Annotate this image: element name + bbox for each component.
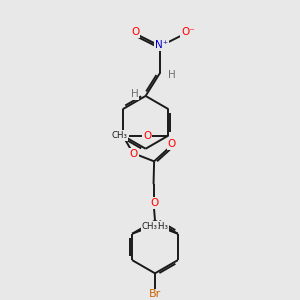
Text: O: O: [143, 130, 152, 140]
Text: N⁺: N⁺: [155, 40, 168, 50]
Text: O: O: [150, 198, 158, 208]
Text: Br: Br: [149, 290, 161, 299]
Text: CH₃: CH₃: [153, 222, 169, 231]
Text: H: H: [167, 70, 175, 80]
Text: O: O: [131, 27, 140, 37]
Text: O⁻: O⁻: [181, 27, 195, 37]
Text: CH₃: CH₃: [141, 222, 157, 231]
Text: CH₃: CH₃: [112, 131, 128, 140]
Text: O: O: [130, 149, 138, 159]
Text: H: H: [130, 89, 138, 99]
Text: O: O: [168, 139, 176, 149]
